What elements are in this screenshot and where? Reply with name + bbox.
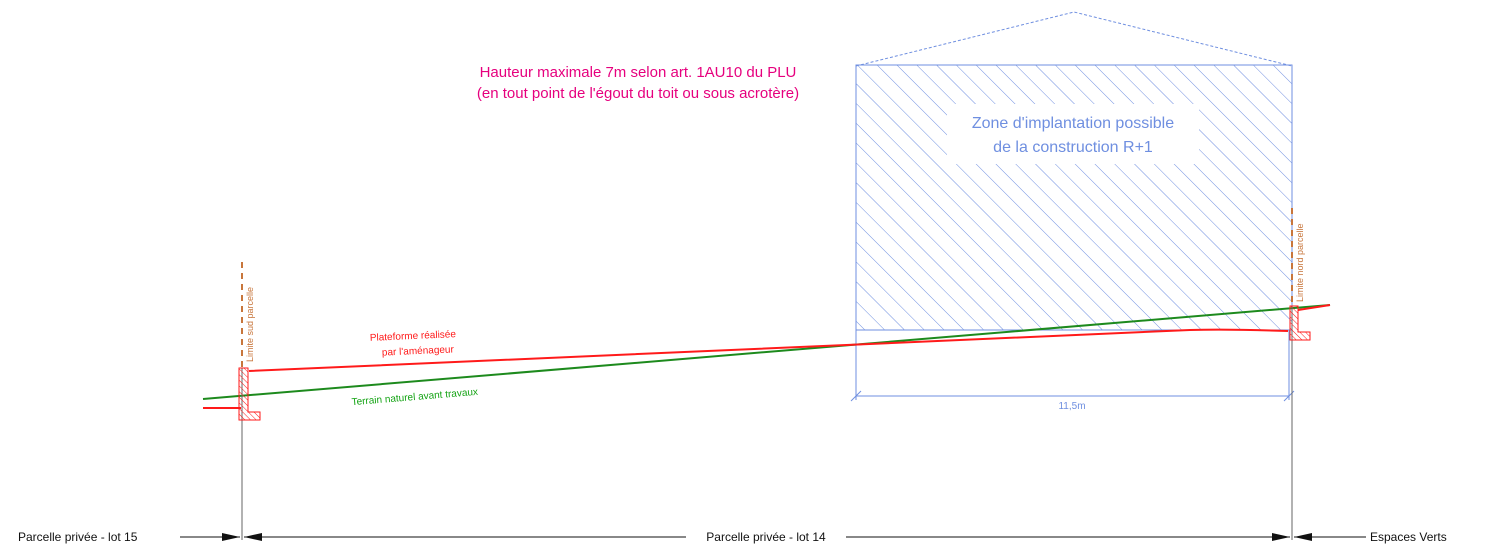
arrow-left-limit-outgoing — [244, 533, 262, 541]
south-wall-footing — [238, 367, 261, 421]
platform-label-line2: par l'aménageur — [382, 344, 455, 358]
north-limit-group: Limite nord parcelle — [1289, 208, 1331, 540]
height-note-line1: Hauteur maximale 7m selon art. 1AU10 du … — [480, 64, 797, 81]
north-wall-footing — [1289, 305, 1311, 341]
arrow-right-limit-incoming — [1272, 533, 1290, 541]
parcel-label-right: Espaces Verts — [1370, 530, 1447, 544]
dimension-tick-left — [850, 390, 862, 402]
zone-label-line1: Zone d'implantation possible — [972, 115, 1174, 132]
roof-outline — [855, 11, 1293, 67]
south-limit-group: Limite sud parcelle — [238, 262, 261, 540]
north-limit-label: Limite nord parcelle — [1295, 223, 1305, 302]
dimension-label: 11,5m — [1058, 401, 1085, 412]
parcel-label-middle: Parcelle privée - lot 14 — [706, 530, 826, 544]
height-note: Hauteur maximale 7m selon art. 1AU10 du … — [477, 64, 799, 102]
south-limit-label: Limite sud parcelle — [245, 287, 255, 362]
platform-label-line1: Plateforme réalisée — [370, 329, 457, 344]
zone-label-box — [947, 104, 1199, 164]
zone-label-line2: de la construction R+1 — [993, 139, 1153, 156]
arrow-right-limit-outgoing — [1294, 533, 1312, 541]
north-platform-stub — [1297, 304, 1331, 311]
arrow-left-limit-incoming — [222, 533, 240, 541]
parcel-axis-group: Parcelle privée - lot 15 Parcelle privée… — [18, 530, 1447, 544]
platform-line — [248, 328, 1289, 372]
platform-line-group: Plateforme réalisée par l'aménageur — [203, 328, 1289, 409]
terrain-natural-line — [202, 304, 1331, 400]
terrain-label: Terrain naturel avant travaux — [351, 387, 478, 408]
dimension-line-group: 11,5m — [850, 330, 1295, 412]
height-note-line2: (en tout point de l'égout du toit ou sou… — [477, 85, 799, 102]
parcel-label-left: Parcelle privée - lot 15 — [18, 530, 138, 544]
construction-zone-group: Zone d'implantation possible de la const… — [855, 11, 1293, 331]
